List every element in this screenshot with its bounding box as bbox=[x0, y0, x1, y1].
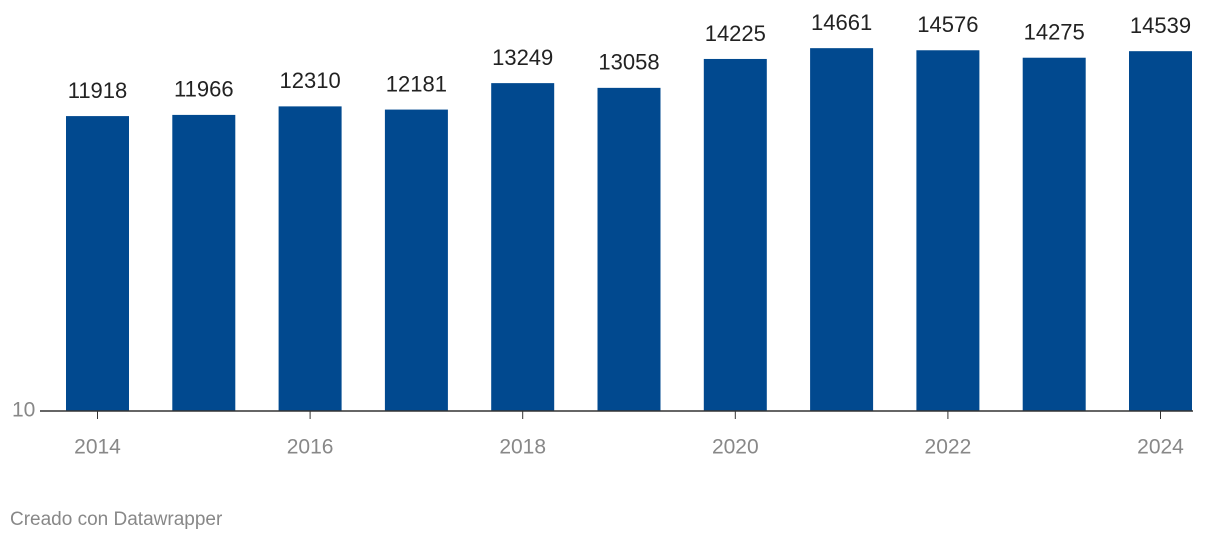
x-tick-label: 2022 bbox=[925, 436, 972, 459]
bar bbox=[491, 83, 555, 412]
value-label: 14275 bbox=[1024, 20, 1085, 45]
x-tick-label: 2024 bbox=[1137, 436, 1184, 459]
bar bbox=[597, 87, 661, 411]
x-tick-label: 2020 bbox=[712, 436, 759, 459]
bar bbox=[810, 48, 874, 411]
bar bbox=[1022, 57, 1086, 411]
x-tick-label: 2014 bbox=[74, 436, 121, 459]
bar bbox=[703, 58, 767, 411]
value-label: 13249 bbox=[492, 45, 553, 70]
value-label: 12181 bbox=[386, 71, 447, 96]
bar bbox=[66, 116, 129, 411]
value-label: 14661 bbox=[811, 10, 872, 35]
value-label: 11918 bbox=[68, 78, 128, 103]
bar bbox=[384, 109, 448, 412]
value-label: 14225 bbox=[705, 21, 766, 46]
bar bbox=[278, 106, 342, 411]
y-tick-label: 10 bbox=[12, 399, 35, 422]
value-label: 12310 bbox=[280, 68, 341, 93]
value-label: 11966 bbox=[174, 77, 234, 102]
value-label: 14539 bbox=[1130, 13, 1191, 38]
value-label: 13058 bbox=[598, 50, 659, 75]
bar bbox=[1129, 51, 1192, 411]
bar bbox=[172, 114, 236, 412]
footer: Creado con Datawrapper bbox=[10, 509, 223, 530]
value-label: 14576 bbox=[917, 12, 978, 37]
x-tick-label: 2018 bbox=[499, 436, 546, 459]
x-tick-label: 2016 bbox=[287, 436, 334, 459]
bar bbox=[916, 50, 980, 411]
